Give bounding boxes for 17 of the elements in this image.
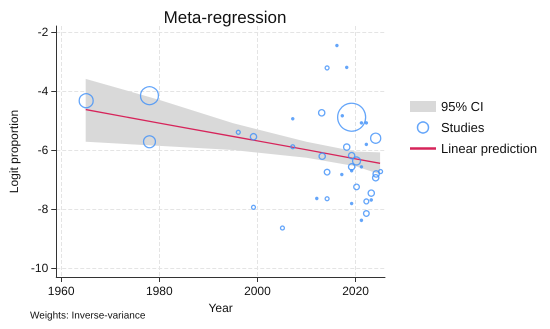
x-tick-label: 1980 xyxy=(146,284,173,298)
x-axis-title: Year xyxy=(208,300,233,315)
y-tick-label: -10 xyxy=(30,261,49,276)
y-tick-label: -6 xyxy=(38,143,49,158)
legend-label: 95% CI xyxy=(441,99,484,114)
legend-label: Linear prediction xyxy=(441,141,538,156)
y-tick-label: -4 xyxy=(38,84,49,98)
chart-title: Meta-regression xyxy=(164,8,286,27)
legend-label: Studies xyxy=(441,120,485,135)
y-tick-label: -2 xyxy=(38,24,49,39)
y-tick-label: -8 xyxy=(38,202,49,216)
x-tick-label: 2000 xyxy=(244,284,272,298)
text: Weights: Inverse-variance xyxy=(30,310,146,322)
x-tick-label: 1960 xyxy=(48,284,75,298)
x-tick-label: 2020 xyxy=(342,284,370,298)
y-axis-title: Logit proportion xyxy=(7,110,21,194)
line-series xyxy=(85,108,381,164)
